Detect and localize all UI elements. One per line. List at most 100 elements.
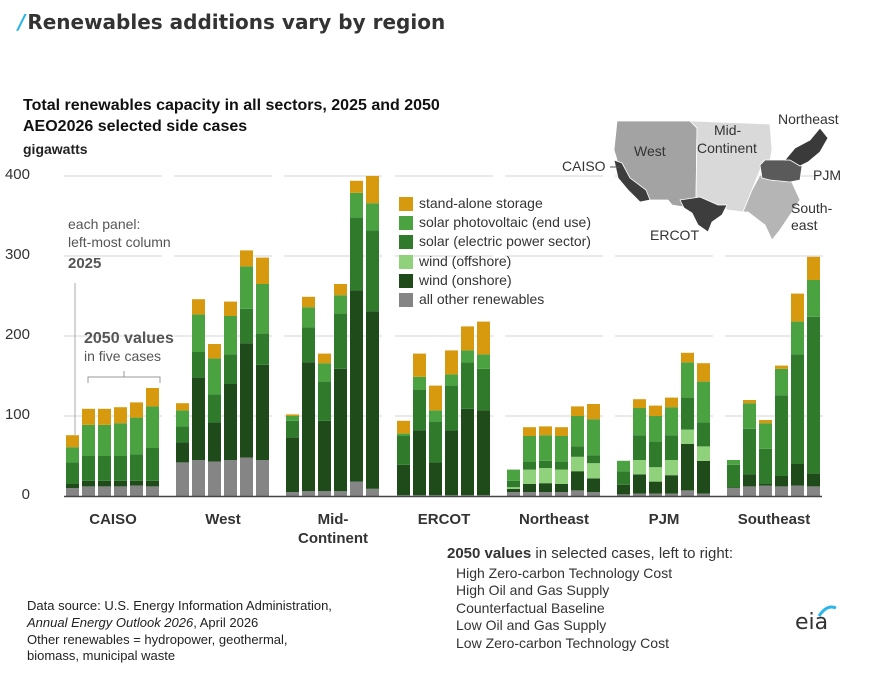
map-northeast xyxy=(784,127,829,167)
bar-segment-wind-onshore xyxy=(366,311,379,489)
bar-segment-wind-onshore xyxy=(727,487,740,488)
bar-segment-all-other-renewables xyxy=(66,488,79,496)
bar-segment-all-other-renewables xyxy=(318,491,331,496)
bar-segment-solar-electric-power-sector xyxy=(130,454,143,481)
bar-segment-solar-electric-power-sector xyxy=(477,368,490,411)
bar-segment-solar-photovoltaic-end-use xyxy=(413,376,426,390)
cases-note-1: 2050 values xyxy=(84,330,174,347)
bar-segment-all-other-renewables xyxy=(523,492,536,496)
cases-heading-bold: 2050 values xyxy=(447,545,532,562)
bar-segment-solar-photovoltaic-end-use xyxy=(617,460,630,472)
y-tick-label: 100 xyxy=(4,406,30,423)
bar-segment-wind-onshore xyxy=(743,474,756,487)
bar-segment-solar-photovoltaic-end-use xyxy=(82,424,95,456)
bar-segment-solar-photovoltaic-end-use xyxy=(397,433,410,436)
bar-segment-solar-photovoltaic-end-use xyxy=(539,435,552,461)
bar-segment-stand-alone-storage xyxy=(649,405,662,416)
region-label: ERCOT xyxy=(417,511,471,528)
cases-heading: 2050 values in selected cases, left to r… xyxy=(447,545,733,562)
bar-segment-solar-electric-power-sector xyxy=(571,446,584,457)
map-label-ercot: ERCOT xyxy=(650,227,699,243)
bar-segment-solar-photovoltaic-end-use xyxy=(302,307,315,328)
bar-segment-all-other-renewables xyxy=(208,461,221,496)
bar-segment-solar-electric-power-sector xyxy=(807,316,820,474)
bar-segment-solar-photovoltaic-end-use xyxy=(98,424,111,456)
bar-segment-solar-electric-power-sector xyxy=(366,230,379,312)
bar-segment-all-other-renewables xyxy=(82,486,95,496)
source-line-1: Data source: U.S. Energy Information Adm… xyxy=(27,598,332,613)
bar-segment-all-other-renewables xyxy=(507,492,520,496)
source-line-2: Annual Energy Outlook 2026, April 2026 xyxy=(27,615,258,630)
bar-segment-solar-photovoltaic-end-use xyxy=(176,410,189,427)
legend-swatch xyxy=(399,235,413,250)
map-ercot xyxy=(679,196,728,233)
bar-segment-all-other-renewables xyxy=(114,486,127,496)
legend-label: solar (electric power sector) xyxy=(419,233,591,250)
bar-segment-solar-photovoltaic-end-use xyxy=(665,407,678,436)
bar-segment-wind-offshore xyxy=(539,468,552,484)
bar-segment-solar-photovoltaic-end-use xyxy=(318,363,331,382)
bar-segment-wind-offshore xyxy=(649,467,662,482)
bar-segment-stand-alone-storage xyxy=(807,256,820,280)
bar-segment-solar-electric-power-sector xyxy=(681,397,694,430)
bar-segment-stand-alone-storage xyxy=(461,326,474,351)
y-tick-label: 0 xyxy=(21,486,30,503)
bar-segment-solar-photovoltaic-end-use xyxy=(224,316,237,355)
bar-segment-stand-alone-storage xyxy=(743,400,756,404)
bar-segment-solar-electric-power-sector xyxy=(539,460,552,468)
bar-segment-stand-alone-storage xyxy=(775,365,788,369)
bar-segment-solar-electric-power-sector xyxy=(114,456,127,481)
bar-segment-stand-alone-storage xyxy=(208,344,221,359)
bar-segment-solar-photovoltaic-end-use xyxy=(791,321,804,355)
y-tick-label: 200 xyxy=(4,326,30,343)
bar-segment-solar-photovoltaic-end-use xyxy=(445,374,458,386)
bar-segment-wind-onshore xyxy=(775,476,788,487)
bar-segment-stand-alone-storage xyxy=(114,407,127,424)
bar-segment-stand-alone-storage xyxy=(146,388,159,407)
map-label-continent: Continent xyxy=(697,140,757,156)
bar-segment-solar-photovoltaic-end-use xyxy=(649,416,662,442)
bar-segment-solar-photovoltaic-end-use xyxy=(66,447,79,463)
region-label: Southeast xyxy=(737,511,811,528)
eia-logo-text: eia xyxy=(795,610,829,635)
map-pjm xyxy=(759,159,803,183)
bar-segment-all-other-renewables xyxy=(633,493,646,496)
source-publication: Annual Energy Outlook 2026 xyxy=(27,615,194,630)
map-label-east: east xyxy=(791,217,818,233)
bar-segment-wind-onshore xyxy=(633,474,646,494)
bar-segment-solar-electric-power-sector xyxy=(775,395,788,476)
bar-segment-wind-onshore xyxy=(98,480,111,487)
map-label-northeast: Northeast xyxy=(778,111,839,127)
bar-segment-wind-onshore xyxy=(413,430,426,496)
bar-segment-stand-alone-storage xyxy=(224,301,237,316)
annotation-bracket xyxy=(87,371,161,383)
bar-segment-wind-offshore xyxy=(571,456,584,472)
bar-segment-wind-onshore xyxy=(208,422,221,462)
bar-segment-all-other-renewables xyxy=(587,492,600,496)
bar-segment-solar-photovoltaic-end-use xyxy=(633,408,646,436)
bar-segment-stand-alone-storage xyxy=(130,402,143,418)
bar-segment-solar-electric-power-sector xyxy=(617,471,630,485)
map-west xyxy=(613,120,698,209)
case-item: Low Zero-carbon Technology Cost xyxy=(456,635,669,651)
bar-segment-stand-alone-storage xyxy=(759,420,772,424)
bar-segment-wind-offshore xyxy=(523,469,536,484)
legend-label: solar photovoltaic (end use) xyxy=(419,214,591,231)
bar-segment-all-other-renewables xyxy=(224,460,237,496)
bar-segment-stand-alone-storage xyxy=(523,427,536,436)
bar-segment-all-other-renewables xyxy=(775,486,788,496)
bar-segment-solar-electric-power-sector xyxy=(176,426,189,443)
panel-note-2: left-most column xyxy=(68,234,171,250)
bar-segment-solar-electric-power-sector xyxy=(697,422,710,447)
bar-segment-wind-onshore xyxy=(192,377,205,460)
slash-icon: / xyxy=(18,10,26,34)
bar-segment-solar-electric-power-sector xyxy=(286,420,299,438)
bar-segment-solar-electric-power-sector xyxy=(318,381,331,421)
bar-segment-solar-photovoltaic-end-use xyxy=(523,436,536,462)
bar-segment-solar-electric-power-sector xyxy=(587,455,600,464)
bar-segment-all-other-renewables xyxy=(477,495,490,496)
bar-segment-wind-onshore xyxy=(445,430,458,496)
legend-label: all other renewables xyxy=(419,291,545,307)
bar-segment-solar-electric-power-sector xyxy=(445,385,458,431)
